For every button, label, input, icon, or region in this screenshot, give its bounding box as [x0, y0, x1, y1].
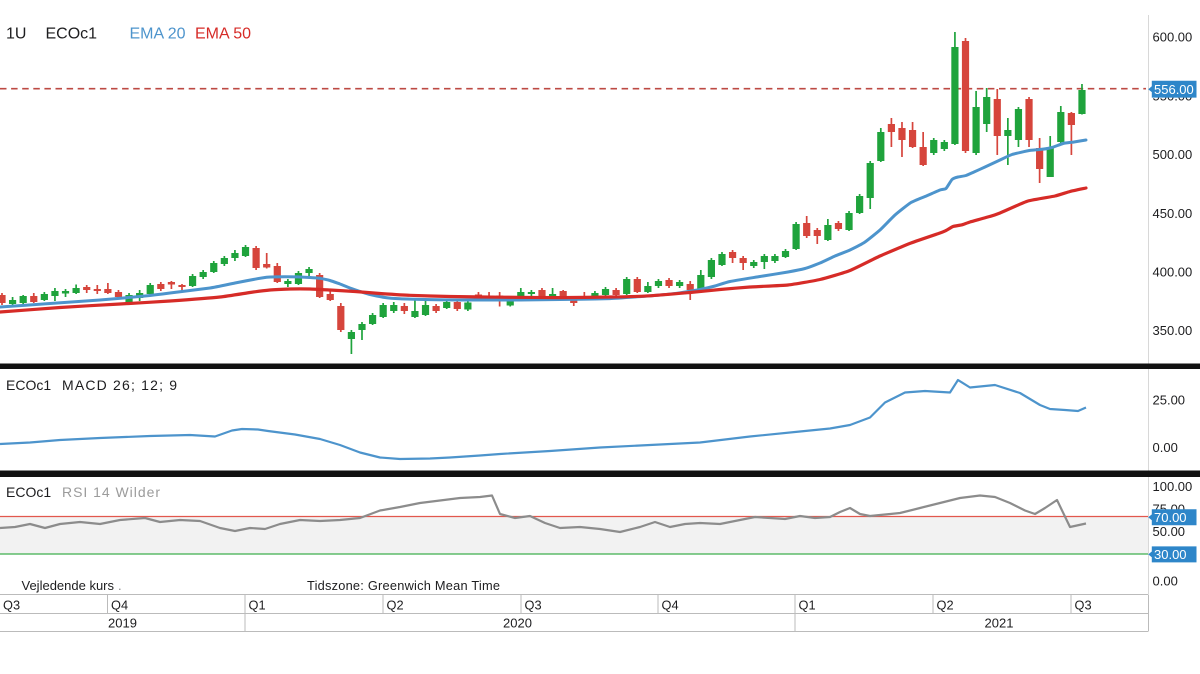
svg-text:EMA 20: EMA 20 [130, 26, 186, 43]
svg-text:500.00: 500.00 [1153, 147, 1193, 162]
svg-text:Q1: Q1 [799, 598, 816, 613]
svg-text:ECOc1: ECOc1 [46, 26, 98, 43]
svg-text:2019: 2019 [108, 616, 137, 631]
svg-text:RSI 14 Wilder: RSI 14 Wilder [62, 484, 160, 500]
svg-text:556.00: 556.00 [1154, 82, 1194, 97]
svg-text:Q3: Q3 [1075, 598, 1092, 613]
svg-text:25.00: 25.00 [1153, 393, 1186, 408]
svg-text:Q3: Q3 [3, 598, 20, 613]
svg-text:Q4: Q4 [662, 598, 679, 613]
svg-text:400.00: 400.00 [1153, 265, 1193, 280]
svg-text:0.00: 0.00 [1153, 574, 1178, 589]
svg-text:Q3: Q3 [525, 598, 542, 613]
svg-text:30.00: 30.00 [1154, 547, 1187, 562]
svg-text:EMA 50: EMA 50 [195, 26, 251, 43]
svg-text:2020: 2020 [503, 616, 532, 631]
svg-text:100.00: 100.00 [1153, 479, 1193, 494]
svg-text:Tidszone: Greenwich Mean Time: Tidszone: Greenwich Mean Time [307, 578, 500, 593]
svg-text:Q2: Q2 [387, 598, 404, 613]
svg-text:70.00: 70.00 [1154, 510, 1187, 525]
svg-text:2021: 2021 [985, 616, 1014, 631]
svg-text:ECOc1: ECOc1 [6, 484, 51, 500]
svg-text:50.00: 50.00 [1153, 524, 1186, 539]
svg-text:MACD 26; 12; 9: MACD 26; 12; 9 [62, 377, 177, 393]
svg-text:1U: 1U [6, 26, 26, 43]
svg-text:600.00: 600.00 [1153, 30, 1193, 45]
svg-text:Vejledende kurs: Vejledende kurs [22, 578, 115, 593]
svg-text:Q4: Q4 [111, 598, 128, 613]
svg-text:0.00: 0.00 [1153, 440, 1178, 455]
svg-text:ECOc1: ECOc1 [6, 377, 51, 393]
svg-text:Q2: Q2 [937, 598, 954, 613]
svg-text:350.00: 350.00 [1153, 323, 1193, 338]
svg-text:Q1: Q1 [249, 598, 266, 613]
svg-text:.: . [118, 578, 122, 593]
svg-text:450.00: 450.00 [1153, 206, 1193, 221]
